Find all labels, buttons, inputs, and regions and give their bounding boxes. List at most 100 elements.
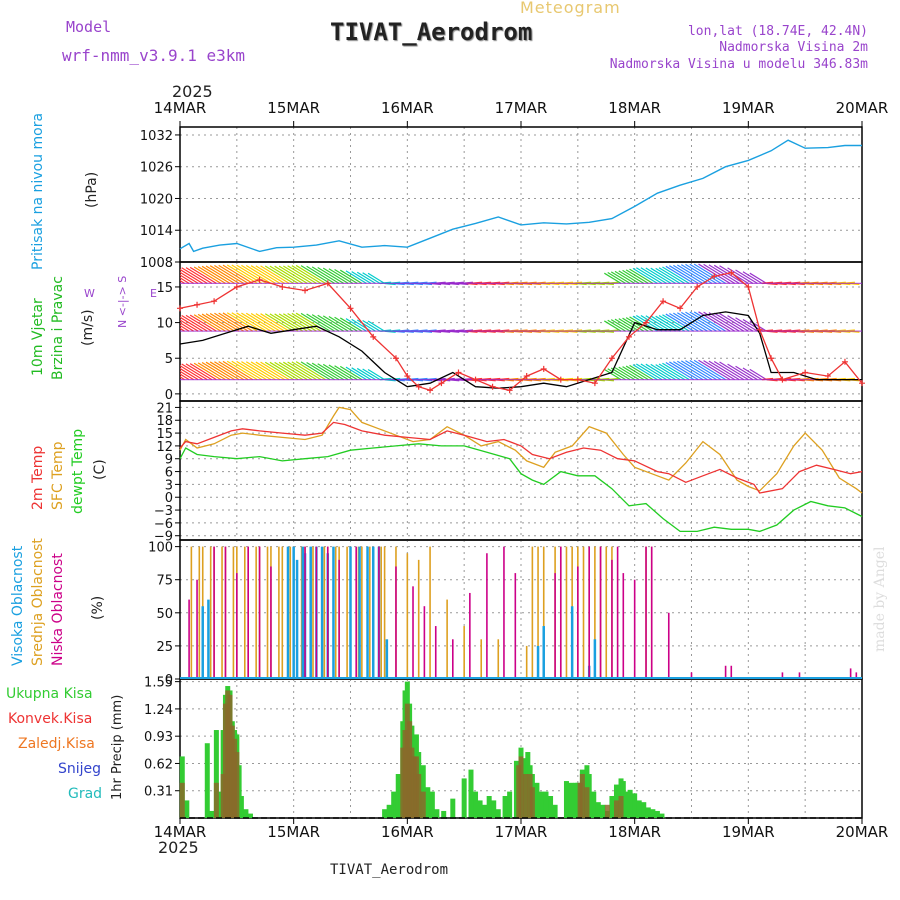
wind-speed-marker <box>625 333 632 340</box>
wind-speed-marker <box>841 358 848 365</box>
wind-barb <box>703 311 736 332</box>
wind-barb <box>708 312 740 332</box>
wind-barb <box>367 320 385 332</box>
wind-barb <box>185 363 213 381</box>
wind-barb <box>339 365 363 381</box>
wind-barb <box>719 361 749 381</box>
wind-barb <box>222 360 254 381</box>
wind-barb <box>698 359 731 381</box>
x-tick-label-bottom: 18MAR <box>608 823 661 841</box>
wind-barb <box>685 311 717 332</box>
temp2m-line <box>179 421 863 494</box>
wind-barb <box>665 362 695 381</box>
wind-barb <box>255 313 285 332</box>
precip-total-bar <box>568 782 574 818</box>
wind-barb <box>311 266 340 284</box>
wind-barb <box>677 264 708 284</box>
precip-conv-bar <box>416 774 422 818</box>
wind-barb <box>209 265 240 284</box>
wind-barb <box>735 317 758 332</box>
wind-barb <box>193 314 222 332</box>
wind-barb <box>685 360 717 381</box>
wind-speed-marker <box>233 283 240 290</box>
wind-barb <box>655 364 681 381</box>
x-tick-label-bottom: 19MAR <box>722 823 775 841</box>
precip-frozen-label: Zaledj.Kisa <box>18 736 95 752</box>
product-title: Meteogram <box>520 0 621 17</box>
wind-speed-marker <box>859 380 865 387</box>
wind-barb <box>610 271 631 284</box>
panel-frame <box>179 400 863 541</box>
wind-barb <box>735 269 758 284</box>
wind-barb <box>362 319 381 332</box>
wind-speed-marker <box>802 369 809 376</box>
wind-speed-marker <box>824 373 831 380</box>
wind-barb <box>636 267 663 284</box>
wind-speed-marker <box>779 376 786 383</box>
x-tick-label-bottom: 17MAR <box>495 823 548 841</box>
wind-barb <box>226 264 258 284</box>
wind-barb <box>610 367 631 381</box>
wind-barb <box>260 265 290 284</box>
wind-barb <box>236 360 267 381</box>
wind-speed-marker <box>404 373 411 380</box>
wind-barb <box>356 367 376 381</box>
altitude-info: Nadmorska Visina 2m <box>719 40 868 55</box>
wind-barb <box>269 361 299 381</box>
wind-barb <box>655 267 681 284</box>
wind-speed-marker <box>768 355 775 362</box>
wind-barb <box>291 312 322 332</box>
wind-barb <box>278 361 308 381</box>
wind-barb <box>640 267 667 284</box>
wind-barb <box>214 312 244 332</box>
wind-barb <box>334 268 358 284</box>
y-tick-label: 3 <box>165 478 173 493</box>
wind-barb <box>189 266 217 284</box>
wind-speed-marker <box>591 380 598 387</box>
wind-barb <box>604 368 622 381</box>
wind-barb <box>742 271 763 284</box>
wind-barb <box>749 368 767 381</box>
wind-speed-marker <box>506 387 513 394</box>
wind-barb <box>236 312 267 332</box>
wind-speed-marker <box>660 298 667 305</box>
wind-barb <box>607 319 626 332</box>
wind-barb <box>650 267 676 284</box>
wind-barb <box>362 272 381 284</box>
snow-label: Snijeg <box>58 761 102 777</box>
wind-barb <box>180 370 194 381</box>
wind-barb <box>222 312 254 332</box>
wind-barb <box>250 312 281 332</box>
wind-barb <box>317 363 344 381</box>
precip-total-bar <box>641 802 647 818</box>
wind-barb <box>317 314 344 332</box>
wind-barb <box>658 267 685 284</box>
wind-barb <box>214 361 244 381</box>
wind-barb <box>689 360 722 381</box>
wind-speed-marker <box>455 369 462 376</box>
wind-barb <box>241 312 272 332</box>
wind-barb <box>693 359 726 381</box>
wind-speed-marker <box>256 276 263 283</box>
x-tick-label-bottom: 14MAR <box>154 823 207 841</box>
wind-barb <box>201 313 231 332</box>
precip-total-bar <box>552 804 558 818</box>
wind-barb <box>245 265 276 284</box>
wind-barb <box>713 312 745 332</box>
wind-barb <box>260 313 290 332</box>
x-tick-label-top: 15MAR <box>267 99 320 117</box>
precip-total-bar <box>461 778 467 818</box>
precip-total-bar <box>495 809 501 818</box>
wind-barb <box>604 272 622 284</box>
y-tick-label: 1014 <box>140 224 173 239</box>
wind-speed-marker <box>211 298 218 305</box>
wind-barb <box>680 311 713 332</box>
wind-barb <box>180 373 190 381</box>
precip-total-bar <box>507 791 513 818</box>
wind-barb <box>610 319 631 332</box>
wind-barb <box>201 265 231 284</box>
wind-barb <box>180 324 190 332</box>
wind-barb <box>218 264 249 284</box>
wind-barb <box>636 363 663 381</box>
wind-barb <box>180 367 199 381</box>
